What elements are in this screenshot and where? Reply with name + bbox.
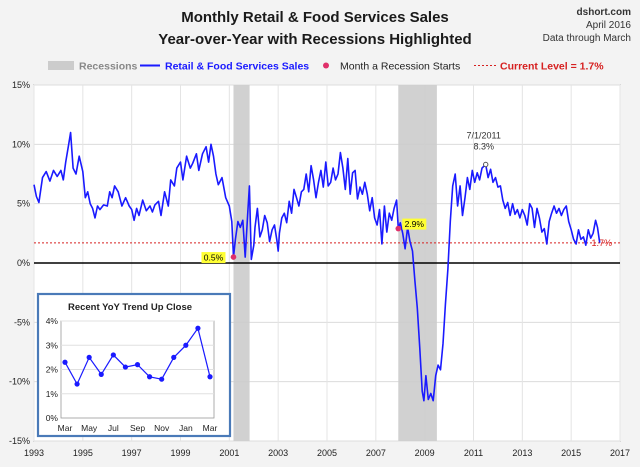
x-tick-label: 2009 (415, 448, 435, 458)
recession-start-label: 0.5% (204, 253, 224, 263)
inset-point (134, 362, 141, 368)
inset-y-tick-label: 3% (46, 340, 59, 350)
current-level-label: 1.7% (591, 238, 612, 248)
inset-point (98, 371, 104, 377)
chart-title: Monthly Retail & Food Services Sales (181, 9, 449, 26)
recession-start-label-box (201, 252, 226, 264)
x-tick-label: 1993 (24, 448, 44, 458)
data-note: Data through March (543, 33, 631, 44)
x-tick-label: 1999 (170, 448, 190, 458)
inset-point (159, 376, 165, 382)
legend-current-level-label: Current Level = 1.7% (500, 61, 604, 73)
inset-point (62, 359, 68, 365)
inset-point (171, 354, 177, 360)
inset-point (146, 374, 153, 380)
main-plot: 1.7% -15% -10% -5% 0% 5% 10% 15% 1993 1995 1997 199… (9, 80, 630, 458)
legend: Recessions Retail & Food Services Sales … (48, 61, 604, 73)
date-label: April 2016 (586, 20, 631, 31)
x-tick-label: 1997 (122, 448, 142, 458)
peak-marker (483, 161, 489, 168)
inset-x-tick-label: Jul (108, 423, 119, 433)
y-tick-label: -5% (14, 317, 30, 327)
x-tick-label: 2015 (561, 448, 581, 458)
x-tick-label: 2001 (219, 448, 239, 458)
peak-value-label: 8.3% (473, 142, 494, 152)
inset-point (86, 354, 92, 360)
x-tick-label: 2007 (366, 448, 386, 458)
inset-title: Recent YoY Trend Up Close (68, 302, 192, 313)
recession-start-marker (395, 225, 402, 232)
inset-x-tick-label: Mar (58, 423, 73, 433)
x-tick-label: 2005 (317, 448, 337, 458)
series-line (33, 131, 601, 402)
inset-x-tick-label: Mar (203, 423, 218, 433)
y-tick-label: -15% (9, 436, 30, 446)
y-tick-label: 15% (12, 80, 30, 90)
inset-x-tick-label: May (81, 423, 98, 433)
inset-point (195, 325, 201, 331)
recession-start-marker (230, 254, 237, 260)
x-tick-label: 2013 (512, 448, 532, 458)
inset-x-tick-label: Nov (154, 423, 170, 433)
inset-y-tick-label: 0% (46, 413, 59, 423)
legend-series-label: Retail & Food Services Sales (165, 61, 309, 73)
inset-chart: Recent YoY Trend Up Close 0% 1% 2% 3% 4% Mar Ma… (36, 292, 232, 438)
legend-recession-swatch (48, 61, 74, 70)
inset-x-tick-label: Sep (130, 423, 145, 433)
inset-point (183, 342, 189, 348)
x-tick-label: 1995 (73, 448, 93, 458)
inset-x-tick-label: Jan (179, 423, 193, 433)
source-label: dshort.com (577, 7, 632, 18)
inset-point (122, 364, 129, 370)
y-tick-label: 5% (17, 199, 30, 209)
x-tick-label: 2003 (268, 448, 288, 458)
legend-recession-start-label: Month a Recession Starts (340, 61, 460, 73)
y-tick-label: -10% (9, 377, 30, 387)
inset-point (207, 374, 213, 380)
legend-recessions-label: Recessions (79, 61, 138, 73)
recession-start-label: 2.9% (405, 219, 425, 229)
x-tick-label: 2011 (464, 448, 483, 458)
inset-y-tick-label: 4% (46, 316, 59, 326)
peak-date-label: 7/1/2011 (467, 131, 501, 141)
inset-point (74, 381, 80, 387)
recession-start-label-box (402, 218, 427, 230)
y-tick-label: 10% (12, 139, 30, 149)
chart-subtitle: Year-over-Year with Recessions Highlight… (158, 31, 471, 48)
y-tick-label: 0% (17, 258, 30, 268)
inset-y-tick-label: 2% (46, 365, 59, 375)
x-tick-label: 2017 (610, 448, 630, 458)
legend-recession-start-marker (323, 62, 329, 69)
inset-point (110, 352, 116, 358)
inset-y-tick-label: 1% (46, 389, 59, 399)
